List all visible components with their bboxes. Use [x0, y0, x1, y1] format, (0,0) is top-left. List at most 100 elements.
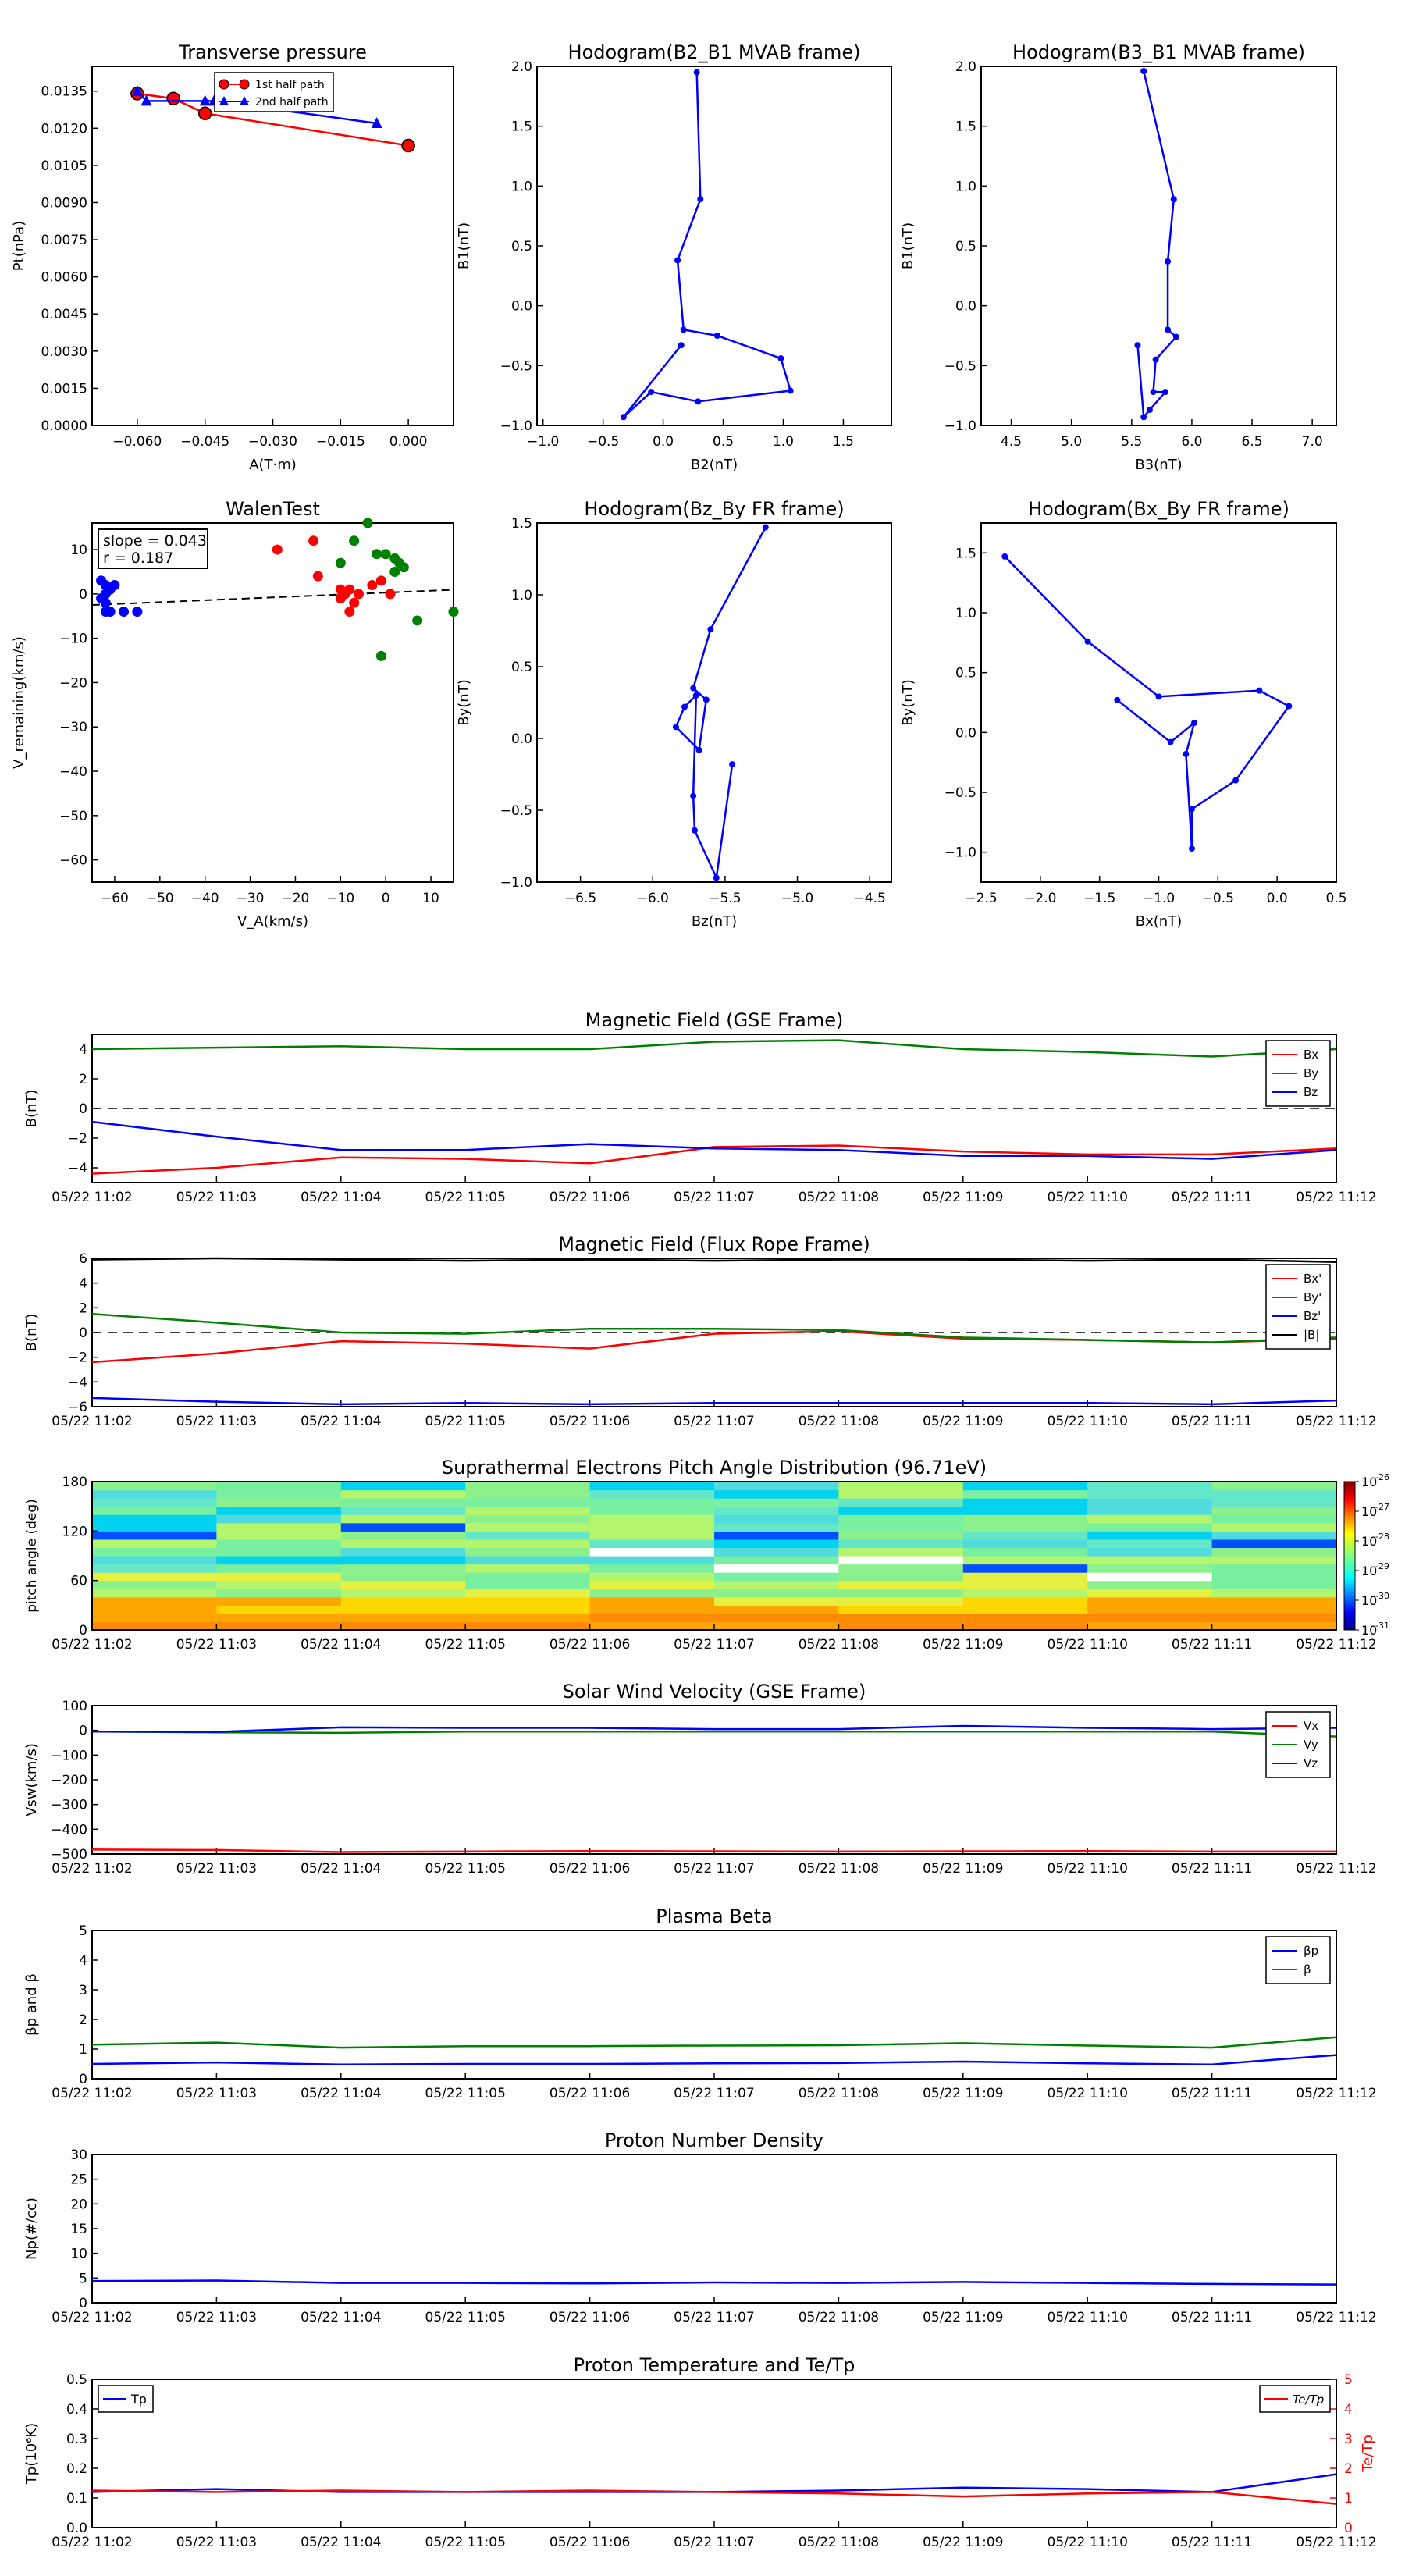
- data-point: [692, 692, 699, 699]
- heatmap-cell: [714, 1613, 839, 1623]
- chart-title: Hodogram(B2_B1 MVAB frame): [568, 41, 861, 63]
- data-point: [690, 685, 697, 692]
- y-tick-label: 4: [79, 1953, 87, 1969]
- heatmap-cell: [962, 1482, 1088, 1491]
- heatmap-cell: [216, 1580, 342, 1589]
- legend-label: 2nd half path: [255, 96, 329, 109]
- time-tick-label: 05/22 11:06: [550, 2310, 630, 2325]
- time-tick-label: 05/22 11:03: [176, 1414, 257, 1429]
- chart-title: Magnetic Field (Flux Rope Frame): [558, 1233, 870, 1255]
- data-point: [1172, 333, 1179, 340]
- heatmap-cell: [1087, 1514, 1213, 1524]
- y-axis-label: By(nT): [456, 679, 472, 725]
- series-line: [91, 1120, 1337, 1160]
- heatmap-cell: [92, 1489, 217, 1499]
- fit-line: [91, 589, 454, 607]
- heatmap-cell: [340, 1547, 466, 1557]
- data-point: [140, 94, 152, 106]
- heatmap-cell: [838, 1498, 964, 1507]
- heatmap-cell: [92, 1572, 217, 1582]
- legend-frame: [214, 72, 334, 112]
- heatmap-cell: [340, 1605, 466, 1614]
- y-tick-label: −500: [51, 1847, 87, 1863]
- x-axis-label: A(T·m): [249, 457, 297, 473]
- time-tick-label: 05/22 11:05: [425, 2086, 506, 2101]
- x-tick-label: −40: [191, 891, 219, 906]
- data-point: [375, 575, 386, 586]
- x-tick-label: −5.0: [781, 891, 813, 906]
- heatmap-cell: [838, 1482, 964, 1491]
- time-tick-label: 05/22 11:06: [550, 1637, 630, 1653]
- series-line: [91, 1330, 1337, 1364]
- data-point: [691, 827, 698, 834]
- chart-title: Hodogram(Bx_By FR frame): [1028, 498, 1289, 520]
- heatmap-cell: [92, 1613, 217, 1623]
- heatmap-cell: [340, 1531, 466, 1540]
- heatmap-cell: [465, 1621, 591, 1631]
- heatmap-cell: [589, 1564, 715, 1573]
- plot-frame: [91, 522, 454, 883]
- chart-title: Hodogram(B3_B1 MVAB frame): [1012, 41, 1305, 63]
- heatmap-cell: [838, 1539, 964, 1549]
- heatmap-cell: [838, 1613, 964, 1623]
- heatmap-cell: [1211, 1621, 1337, 1631]
- r-annotation: r = 0.187: [103, 550, 173, 567]
- chart-title: Suprathermal Electrons Pitch Angle Distr…: [442, 1457, 987, 1478]
- y-tick-label: 2: [79, 1300, 87, 1316]
- plot-frame: [980, 66, 1337, 426]
- time-tick-label: 05/22 11:11: [1172, 2310, 1252, 2325]
- data-point: [693, 69, 700, 76]
- heatmap-cell: [216, 1589, 342, 1598]
- x-tick-label: −2.5: [965, 891, 997, 906]
- data-point: [1140, 414, 1147, 421]
- series-line: [91, 1257, 1337, 1263]
- heatmap-cell: [216, 1621, 342, 1631]
- time-tick-label: 05/22 11:11: [1172, 2535, 1252, 2550]
- y-tick-label: −200: [51, 1773, 87, 1788]
- data-point: [1150, 389, 1157, 396]
- y-tick-label: 0.5: [511, 239, 532, 254]
- heatmap-cell: [216, 1506, 342, 1515]
- chart-tp: Transverse pressure −0.060 −0.045 −0.030 −0.…: [11, 41, 454, 473]
- y-tick-label: 1: [79, 2042, 87, 2058]
- time-tick-label: 05/22 11:05: [425, 1414, 506, 1429]
- x-tick-label: 6.0: [1181, 434, 1202, 450]
- heatmap-cell: [714, 1596, 839, 1606]
- data-point: [380, 549, 391, 560]
- data-point: [272, 544, 283, 555]
- x-tick-label: −2.0: [1024, 891, 1056, 906]
- heatmap-cell: [465, 1531, 591, 1540]
- y-tick-label: 0.3: [66, 2432, 87, 2447]
- chart-h3: Hodogram(Bz_By FR frame) −6.5 −6.0 −5.5 −5.0…: [456, 498, 892, 930]
- time-tick-label: 05/22 11:09: [923, 2086, 1003, 2101]
- heatmap-cell: [962, 1580, 1088, 1589]
- chart-title: Plasma Beta: [656, 1905, 772, 1927]
- data-point: [713, 333, 720, 339]
- time-tick-label: 05/22 11:09: [923, 2535, 1003, 2550]
- legend: βp β: [1265, 1936, 1331, 1984]
- heatmap-cell: [465, 1613, 591, 1623]
- legend-left: Tp: [98, 2385, 154, 2413]
- data-point: [697, 196, 704, 203]
- heatmap-cell: [1211, 1482, 1337, 1491]
- heatmap-cell: [714, 1506, 839, 1515]
- series-line: [674, 526, 767, 881]
- heatmap-cell: [962, 1589, 1088, 1598]
- time-tick-label: 05/22 11:04: [301, 2535, 381, 2550]
- heatmap-cell: [340, 1572, 466, 1582]
- y-tick-label: 15: [70, 2222, 87, 2237]
- time-tick-label: 05/22 11:06: [550, 2086, 630, 2101]
- y-tick-label: 0.0090: [41, 195, 87, 211]
- heatmap-cell: [838, 1589, 964, 1598]
- heatmap-cell: [216, 1605, 342, 1614]
- y-tick-label: 0.0030: [41, 344, 87, 360]
- x-tick-label: 7.0: [1302, 434, 1323, 450]
- data-point: [119, 607, 130, 617]
- time-tick-label: 05/22 11:11: [1172, 1861, 1252, 1877]
- y-tick-label: 0.0: [66, 2521, 87, 2536]
- heatmap-cell: [340, 1621, 466, 1631]
- time-tick-label: 05/22 11:07: [674, 1637, 754, 1653]
- heatmap-cell: [838, 1596, 964, 1606]
- data-point: [674, 257, 681, 264]
- time-tick-label: 05/22 11:03: [176, 2535, 257, 2550]
